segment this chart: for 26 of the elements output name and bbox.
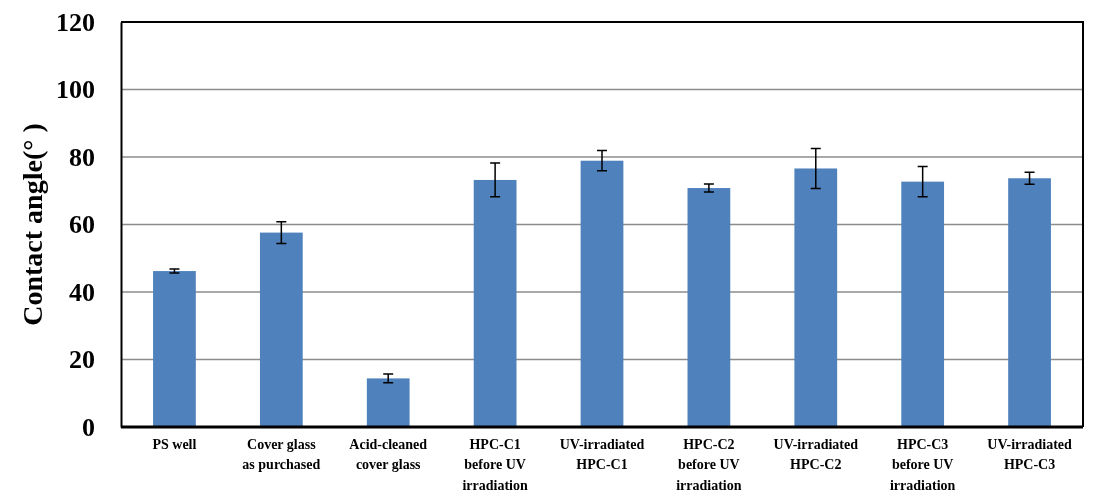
x-tick-label: HPC-C3 before UV irradiation bbox=[889, 437, 956, 493]
bar bbox=[473, 179, 517, 427]
y-tick-label: 80 bbox=[69, 142, 95, 172]
x-tick-label: UV-irradiated HPC-C2 bbox=[773, 437, 859, 473]
bar bbox=[153, 271, 196, 427]
x-tick-label: HPC-C2 before UV irradiation bbox=[676, 437, 742, 493]
y-axis-title: Contact angle(° ) bbox=[17, 123, 48, 326]
x-tick-label: UV-irradiated HPC-C3 bbox=[987, 437, 1073, 473]
y-tick-label: 20 bbox=[69, 345, 95, 375]
bar bbox=[580, 160, 624, 427]
y-tick-label: 0 bbox=[82, 412, 95, 442]
x-tick-label: Acid-cleaned cover glass bbox=[349, 437, 428, 473]
y-tick-label: 60 bbox=[69, 210, 95, 240]
bar bbox=[901, 181, 945, 427]
bar bbox=[366, 378, 410, 427]
bar bbox=[259, 232, 303, 427]
x-tick-label: HPC-C1 before UV irradiation bbox=[462, 437, 528, 493]
x-tick-label: Cover glass as purchased bbox=[242, 437, 321, 473]
bar bbox=[794, 168, 838, 427]
bar bbox=[687, 188, 731, 427]
x-tick-label: UV-irradiated HPC-C1 bbox=[559, 437, 645, 473]
y-tick-label: 120 bbox=[56, 7, 95, 37]
y-tick-label: 40 bbox=[69, 277, 95, 307]
y-tick-label: 100 bbox=[56, 75, 95, 105]
bar bbox=[1008, 178, 1051, 427]
x-tick-label: PS well bbox=[152, 437, 197, 452]
